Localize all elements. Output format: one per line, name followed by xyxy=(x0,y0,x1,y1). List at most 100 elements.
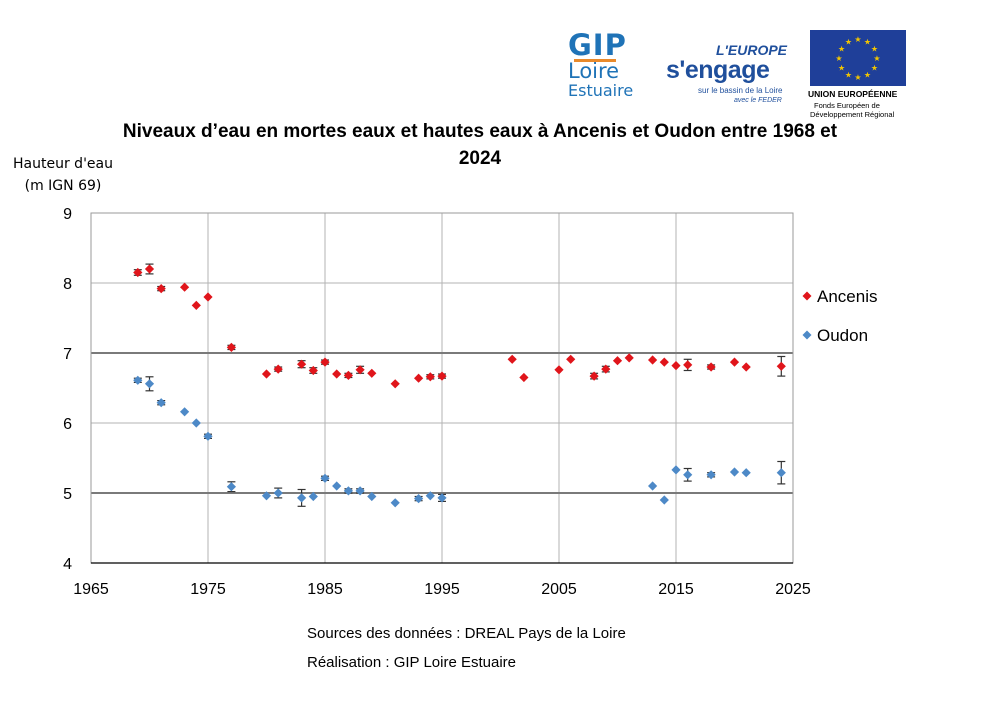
data-point xyxy=(425,491,435,501)
x-tick-label: 1975 xyxy=(190,581,226,598)
data-point xyxy=(273,488,283,498)
x-tick-label: 2025 xyxy=(775,581,811,598)
eu-flag: ★ ★ ★ ★ ★ ★ ★ ★ ★ ★ ★ ★ xyxy=(810,30,906,86)
eu-flag-star-icon: ★ xyxy=(845,38,852,47)
data-point xyxy=(191,300,201,310)
data-point xyxy=(144,264,155,274)
data-point xyxy=(729,467,740,477)
eu-flag-star-icon: ★ xyxy=(871,45,878,54)
data-point xyxy=(355,486,365,496)
data-point xyxy=(367,491,377,502)
data-point xyxy=(729,357,740,367)
x-tick-label: 1995 xyxy=(424,581,460,598)
data-point xyxy=(320,473,330,483)
data-point xyxy=(343,370,353,380)
data-point xyxy=(612,356,623,366)
data-point xyxy=(261,369,272,379)
data-point xyxy=(390,379,400,389)
data-point xyxy=(203,292,213,302)
data-point xyxy=(414,494,424,504)
data-point xyxy=(297,359,307,369)
europe-logo-line3: sur le bassin de la Loire xyxy=(698,86,783,95)
data-point xyxy=(156,284,166,294)
eu-flag-star-icon: ★ xyxy=(835,54,842,63)
data-point xyxy=(671,361,681,371)
x-tick-label: 2015 xyxy=(658,581,694,598)
data-point xyxy=(226,342,236,352)
ue-logo-line1: UNION EUROPÉENNE xyxy=(808,89,898,99)
gip-loire-estuaire-logo: GIP Loire Estuaire xyxy=(568,30,650,110)
data-point xyxy=(741,468,751,478)
data-point xyxy=(554,365,564,375)
y-tick-label: 7 xyxy=(63,346,72,363)
y-tick-label: 8 xyxy=(63,276,72,293)
eu-flag-star-icon: ★ xyxy=(838,45,845,54)
data-point xyxy=(648,355,658,365)
eu-flag-star-icon: ★ xyxy=(871,64,878,73)
series-oudon xyxy=(133,375,786,508)
data-point xyxy=(507,354,517,364)
data-point xyxy=(308,365,318,376)
data-point xyxy=(683,360,693,370)
eu-flag-star-icon: ★ xyxy=(854,73,861,82)
data-point xyxy=(659,495,669,505)
data-point xyxy=(156,398,166,408)
data-point xyxy=(519,372,529,383)
x-tick-label: 2005 xyxy=(541,581,577,598)
data-point xyxy=(355,365,365,375)
data-point xyxy=(566,354,576,364)
europe-logo-line2: s'engage xyxy=(666,56,770,84)
data-point xyxy=(144,379,155,389)
legend-marker-icon xyxy=(802,291,812,301)
data-point xyxy=(320,357,330,367)
data-point xyxy=(601,364,611,374)
data-point xyxy=(437,371,447,381)
x-tick-label: 1965 xyxy=(73,581,109,598)
gip-logo-accent-bar xyxy=(574,59,616,62)
data-point xyxy=(308,491,318,502)
data-point xyxy=(133,267,143,278)
ue-logo-line3: Développement Régional xyxy=(810,110,895,119)
eu-flag-star-icon: ★ xyxy=(864,70,871,79)
y-tick-label: 5 xyxy=(63,486,72,503)
legend-marker-icon xyxy=(802,330,812,340)
data-point xyxy=(180,282,190,292)
eu-flag-star-icon: ★ xyxy=(854,35,861,44)
data-point xyxy=(133,375,143,385)
gip-logo-line1: GIP xyxy=(568,28,627,62)
data-point xyxy=(589,371,599,381)
data-point xyxy=(659,357,669,367)
ue-logo-line2: Fonds Européen de xyxy=(814,101,880,110)
gip-logo-line2: Loire xyxy=(568,59,620,83)
data-point xyxy=(741,362,751,372)
data-point xyxy=(390,498,400,508)
y-axis-label: Hauteur d'eau (m IGN 69) xyxy=(13,156,113,194)
europe-logo-line1: L'EUROPE xyxy=(716,42,788,58)
union-europeenne-logo: ★ ★ ★ ★ ★ ★ ★ ★ ★ ★ ★ ★ UNION EUROPÉENNE Fonds Euro… xyxy=(808,30,908,120)
data-point xyxy=(191,418,201,428)
data-point xyxy=(706,362,716,372)
eu-flag-star-icon: ★ xyxy=(845,70,852,79)
data-point xyxy=(437,493,447,503)
x-tick-label: 1985 xyxy=(307,581,343,598)
data-point xyxy=(425,372,435,382)
source-text: Sources des données : DREAL Pays de la L… xyxy=(307,625,626,642)
data-point xyxy=(414,373,424,383)
europe-sengage-logo: L'EUROPE s'engage sur le bassin de la Lo… xyxy=(664,42,794,110)
chart-title: Niveaux d’eau en mortes eaux et hautes e… xyxy=(122,121,838,169)
data-point xyxy=(624,353,634,363)
data-point xyxy=(297,493,307,503)
y-tick-label: 4 xyxy=(63,556,72,573)
y-tick-label: 6 xyxy=(63,416,72,433)
data-point xyxy=(180,407,190,417)
data-point xyxy=(776,361,786,371)
data-point xyxy=(671,465,681,475)
europe-logo-line4: avec le FEDER xyxy=(734,97,782,104)
data-point xyxy=(648,481,658,491)
data-point xyxy=(706,470,716,480)
legend-item-oudon: Oudon xyxy=(802,326,868,345)
series-ancenis xyxy=(133,263,786,389)
credit-text: Réalisation : GIP Loire Estuaire xyxy=(307,654,516,671)
eu-flag-star-icon: ★ xyxy=(838,64,845,73)
